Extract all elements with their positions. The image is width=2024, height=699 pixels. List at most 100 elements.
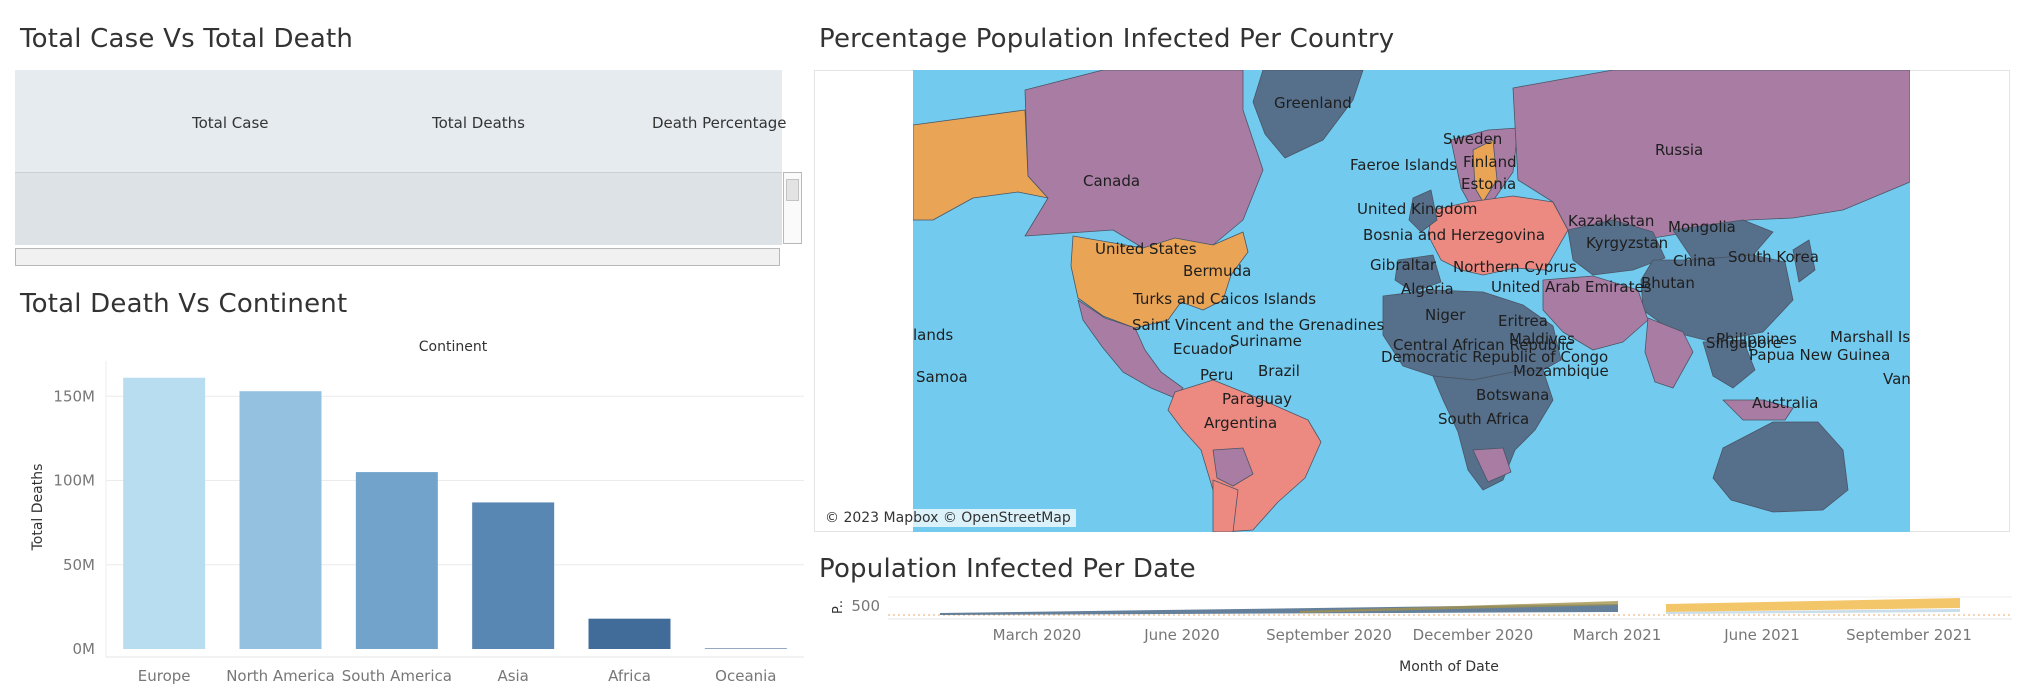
map-label: Niger xyxy=(1425,306,1466,324)
map-label: Samoa xyxy=(916,368,968,386)
country-china xyxy=(1640,254,1794,343)
column-header-total-deaths[interactable]: Total Deaths xyxy=(432,114,525,132)
map-label: Bermuda xyxy=(1183,262,1252,280)
country-uk xyxy=(1408,189,1438,233)
x-tick-label: September 2021 xyxy=(1846,626,1972,644)
y-axis-label: Total Deaths xyxy=(30,464,46,552)
bar-oceania[interactable] xyxy=(704,648,787,649)
map-label: Marshall Is xyxy=(1830,328,1910,346)
map-landmasses xyxy=(913,70,1910,532)
map-label: lands xyxy=(913,326,954,344)
map-label: Vanuatu xyxy=(1883,370,1910,388)
country-paraguay xyxy=(1212,447,1254,487)
country-greenland xyxy=(1252,70,1364,159)
map-label: Greenland xyxy=(1274,94,1352,112)
country-australia xyxy=(1712,421,1849,513)
map-label: United Kingdom xyxy=(1357,200,1478,218)
region-central-africa xyxy=(1432,369,1554,491)
map-label: Bosnia and Herzegovina xyxy=(1363,226,1546,244)
map-label: Russia xyxy=(1655,141,1704,159)
bar-south-america[interactable] xyxy=(355,472,438,649)
map-label: Eritrea xyxy=(1498,312,1548,330)
map-copyright: © 2023 Mapbox © OpenStreetMap xyxy=(820,509,1076,527)
map-label: Kazakhstan xyxy=(1568,212,1655,230)
map-label: Maldives xyxy=(1509,330,1575,348)
map-title: Percentage Population Infected Per Count… xyxy=(819,24,1395,54)
column-header-total-case[interactable]: Total Case xyxy=(192,114,269,132)
bar-europe[interactable] xyxy=(123,377,206,649)
map-label: United Arab Emirates xyxy=(1491,278,1652,296)
country-india xyxy=(1644,317,1694,389)
map-label: Paraguay xyxy=(1222,390,1293,408)
country-kazakhstan xyxy=(1567,219,1666,276)
country-sweden xyxy=(1472,139,1498,203)
country-argentina xyxy=(1212,479,1239,532)
map-label: Central African Republic xyxy=(1393,336,1574,354)
world-map[interactable]: Greenland Russia Sweden Finland Faeroe Islan… xyxy=(913,70,1910,532)
x-tick-label: June 2021 xyxy=(1723,626,1800,644)
map-label: Mozambique xyxy=(1513,362,1609,380)
line-chart-title: Population Infected Per Date xyxy=(819,554,1196,584)
map-label: Ecuador xyxy=(1173,340,1235,358)
x-tick-label: South America xyxy=(342,667,452,685)
map-label: Gibraltar xyxy=(1370,256,1437,274)
country-japan xyxy=(1792,239,1816,283)
x-tick-label: March 2020 xyxy=(993,626,1082,644)
country-mongolia xyxy=(1672,219,1774,261)
country-canada xyxy=(1024,70,1264,249)
map-label: Canada xyxy=(1083,172,1141,190)
map-label: Australia xyxy=(1752,394,1819,412)
map-label: Papua New Guinea xyxy=(1749,346,1891,364)
region-europe xyxy=(1427,195,1569,276)
y-tick-label: 0M xyxy=(73,640,96,658)
y-tick-label: 500 xyxy=(851,597,880,615)
y-axis-label: P.. xyxy=(831,600,846,614)
map-label: Mongolia xyxy=(1668,218,1736,236)
y-tick-label: 50M xyxy=(63,556,95,574)
bar-north-america[interactable] xyxy=(239,391,322,649)
map-label: Sweden xyxy=(1443,130,1503,148)
map-label: Philippines xyxy=(1716,330,1797,348)
map-label: Brazil xyxy=(1258,362,1300,380)
map-label: Northern Cyprus xyxy=(1453,258,1577,276)
map-label: Democratic Republic of Congo xyxy=(1381,348,1609,366)
map-label: Argentina xyxy=(1204,414,1278,432)
bar-asia[interactable] xyxy=(472,502,555,649)
x-tick-label: September 2020 xyxy=(1266,626,1392,644)
line-chart: P.. 500 March 2020 June 2020 September 2020 D… xyxy=(831,596,2012,675)
table-header: Total Case Total Deaths Death Percentage xyxy=(15,70,787,172)
y-tick-label: 100M xyxy=(53,472,95,490)
table-title: Total Case Vs Total Death xyxy=(20,24,354,54)
map-label: Algeria xyxy=(1401,280,1454,298)
bar-africa[interactable] xyxy=(588,618,671,649)
map-label: Singapore xyxy=(1706,334,1782,352)
x-tick-label: June 2020 xyxy=(1143,626,1220,644)
map-label: China xyxy=(1673,252,1716,270)
country-botswana xyxy=(1472,447,1512,483)
map-label: Botswana xyxy=(1476,386,1550,404)
country-united-states xyxy=(1070,231,1249,329)
table-horizontal-scrollbar[interactable] xyxy=(15,248,780,266)
map-label: United States xyxy=(1095,240,1197,258)
map-label: South Korea xyxy=(1728,248,1819,266)
map-label: Faeroe Islands xyxy=(1350,156,1458,174)
series-band-light xyxy=(1666,609,1960,614)
table-vertical-scrollbar[interactable] xyxy=(783,172,802,244)
map-label: Turks and Caicos Islands xyxy=(1133,290,1317,308)
y-tick-label: 150M xyxy=(53,387,95,405)
table-row[interactable] xyxy=(15,172,782,245)
series-band-yellow xyxy=(1666,598,1960,612)
map-label: Finland xyxy=(1463,153,1517,171)
x-axis-label: Month of Date xyxy=(1399,659,1499,675)
region-middle-east xyxy=(1542,275,1649,351)
column-header-death-percentage[interactable]: Death Percentage xyxy=(652,114,787,132)
x-tick-label: Africa xyxy=(608,667,651,685)
bar-chart-header: Continent xyxy=(419,339,488,355)
x-tick-label: December 2020 xyxy=(1413,626,1534,644)
x-tick-label: Europe xyxy=(138,667,191,685)
scrollbar-thumb[interactable] xyxy=(786,179,799,201)
map-label: Suriname xyxy=(1230,332,1302,350)
country-iberia xyxy=(1394,254,1442,293)
region-se-asia xyxy=(1702,339,1756,389)
map-label: Saint Vincent and the Grenadines xyxy=(1132,316,1385,334)
